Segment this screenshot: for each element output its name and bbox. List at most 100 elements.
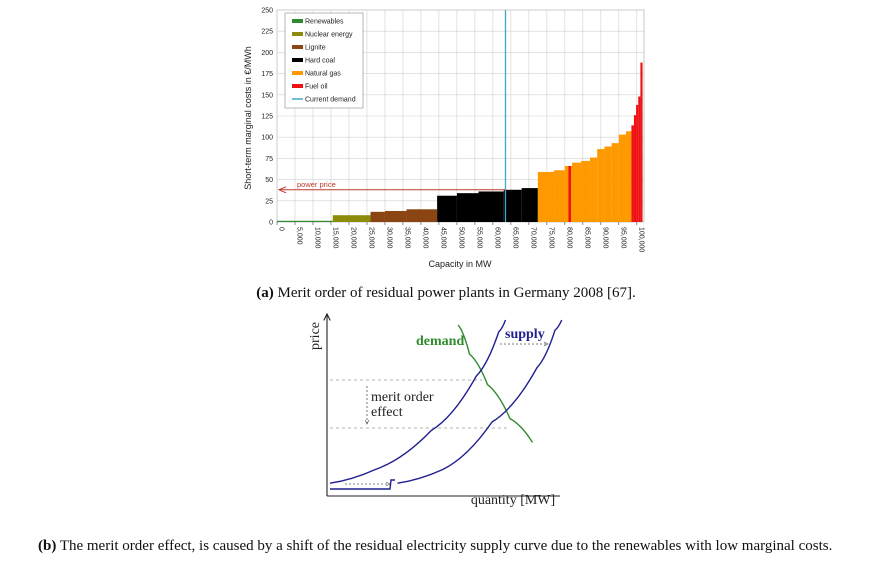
effect-label: merit order effect — [371, 390, 434, 420]
legend-swatch — [292, 45, 303, 49]
x-tick-label: 65,000 — [511, 227, 518, 249]
bar-lignite — [370, 211, 385, 222]
legend-label: Lignite — [305, 45, 326, 52]
y-tick-label: 225 — [261, 29, 273, 36]
y-axis-label: Short-term marginal costs in €/MWh — [243, 46, 253, 190]
x-axis: 0 5,000 10,000 15,000 20,000 25,000 30,000 35,0… — [276, 222, 644, 252]
x-tick-label: 70,000 — [529, 227, 536, 249]
caption-b-text: The merit order effect, is caused by a s… — [56, 538, 833, 554]
supply-curve — [397, 319, 563, 484]
power-price-arrowhead — [277, 186, 287, 194]
effect-label-line: effect — [371, 405, 403, 420]
x-tick-label: 95,000 — [619, 227, 626, 249]
legend-label: Hard coal — [305, 58, 335, 65]
bar-natural-gas — [604, 146, 612, 222]
y-tick-label: 125 — [261, 114, 273, 121]
bar-natural-gas — [554, 170, 565, 222]
price-axis-label: price — [308, 322, 323, 350]
y-tick-label: 25 — [265, 198, 273, 205]
y-tick-label: 175 — [261, 71, 273, 78]
quantity-axis-label: quantity [MW] — [471, 493, 555, 508]
supply-curve — [329, 319, 507, 484]
y-tick-label: 100 — [261, 135, 273, 142]
bar-fuel-oil — [568, 166, 571, 222]
bar-hard-coal — [503, 189, 522, 222]
caption-b: (b) The merit order effect, is caused by… — [38, 535, 858, 557]
merit-order-effect-diagram: price quantity [MW] demand supply merit … — [308, 300, 563, 508]
legend-swatch — [292, 32, 303, 36]
x-tick-label: 0 — [278, 227, 285, 231]
legend-label: Nuclear energy — [305, 32, 353, 39]
bar-lignite — [406, 209, 438, 222]
y-tick-label: 200 — [261, 50, 273, 57]
x-tick-label: 20,000 — [349, 227, 356, 249]
y-tick-label: 75 — [265, 156, 273, 163]
bar-fuel-oil — [640, 62, 643, 222]
axes-b — [327, 314, 560, 497]
legend: Renewables Nuclear energy Lignite Hard coal… — [284, 12, 364, 109]
demand-curve — [457, 324, 534, 443]
y-axis: 0 25 50 75 100 125 150 175 200 225 250 — [261, 8, 273, 227]
bar-natural-gas — [537, 171, 555, 222]
x-tick-label: 15,000 — [331, 227, 338, 249]
x-tick-label: 30,000 — [385, 227, 392, 249]
legend-label: Natural gas — [305, 71, 341, 78]
legend-swatch — [292, 84, 303, 88]
x-tick-label: 50,000 — [457, 227, 464, 249]
caption-a: (a) Merit order of residual power plants… — [0, 285, 892, 302]
bar-natural-gas — [581, 160, 591, 222]
x-tick-label: 60,000 — [493, 227, 500, 249]
bar-fuel-oil — [633, 115, 637, 222]
bar-hard-coal — [478, 191, 504, 222]
bar-fuel-oil — [638, 96, 641, 222]
supply-label: supply — [505, 327, 545, 342]
bar-hard-coal — [521, 188, 538, 222]
x-tick-label: 35,000 — [403, 227, 410, 249]
bar-fuel-oil — [631, 125, 634, 222]
x-tick-label: 10,000 — [313, 227, 320, 249]
x-tick-label: 45,000 — [439, 227, 446, 249]
x-axis-label: Capacity in MW — [428, 259, 492, 269]
bar-fuel-oil — [636, 104, 639, 222]
legend-label: Current demand — [305, 97, 356, 104]
bar-natural-gas — [597, 149, 605, 222]
merit-order-chart: power price 0 25 50 75 100 125 150 175 200 225 250… — [243, 8, 645, 269]
x-tick-label: 5,000 — [295, 227, 302, 245]
bars — [277, 62, 643, 222]
bar-hard-coal — [437, 195, 457, 222]
guides — [330, 344, 548, 484]
bar-natural-gas — [590, 157, 598, 222]
caption-a-text: Merit order of residual power plants in … — [273, 285, 636, 301]
bar-natural-gas — [572, 162, 582, 222]
x-tick-label: 40,000 — [421, 227, 428, 249]
x-tick-label: 80,000 — [565, 227, 572, 249]
effect-label-line: merit order — [371, 390, 434, 405]
power-price-label: power price — [297, 180, 336, 189]
power-price-arrow: power price — [277, 180, 506, 194]
legend-swatch — [292, 19, 303, 23]
x-tick-label: 100,000 — [637, 227, 644, 252]
y-tick-label: 0 — [269, 220, 273, 227]
curves — [329, 319, 563, 490]
y-tick-label: 50 — [265, 177, 273, 184]
bar-nuclear-energy — [332, 215, 371, 222]
bar-lignite — [384, 210, 407, 222]
x-tick-label: 85,000 — [583, 227, 590, 249]
legend-label: Fuel oil — [305, 84, 328, 91]
x-tick-label: 75,000 — [547, 227, 554, 249]
caption-b-label: (b) — [38, 538, 57, 554]
demand-label: demand — [416, 334, 464, 349]
legend-swatch — [292, 71, 303, 75]
legend-label: Renewables — [305, 19, 344, 26]
legend-swatch — [292, 58, 303, 62]
bar-natural-gas — [626, 131, 632, 222]
bar-natural-gas — [611, 143, 619, 222]
bar-renewables — [277, 220, 333, 222]
x-tick-label: 90,000 — [601, 227, 608, 249]
caption-a-label: (a) — [256, 285, 274, 301]
x-tick-label: 55,000 — [475, 227, 482, 249]
bar-hard-coal — [456, 193, 479, 222]
bar-natural-gas — [618, 134, 627, 222]
y-tick-label: 250 — [261, 8, 273, 15]
supply-step — [330, 479, 395, 490]
